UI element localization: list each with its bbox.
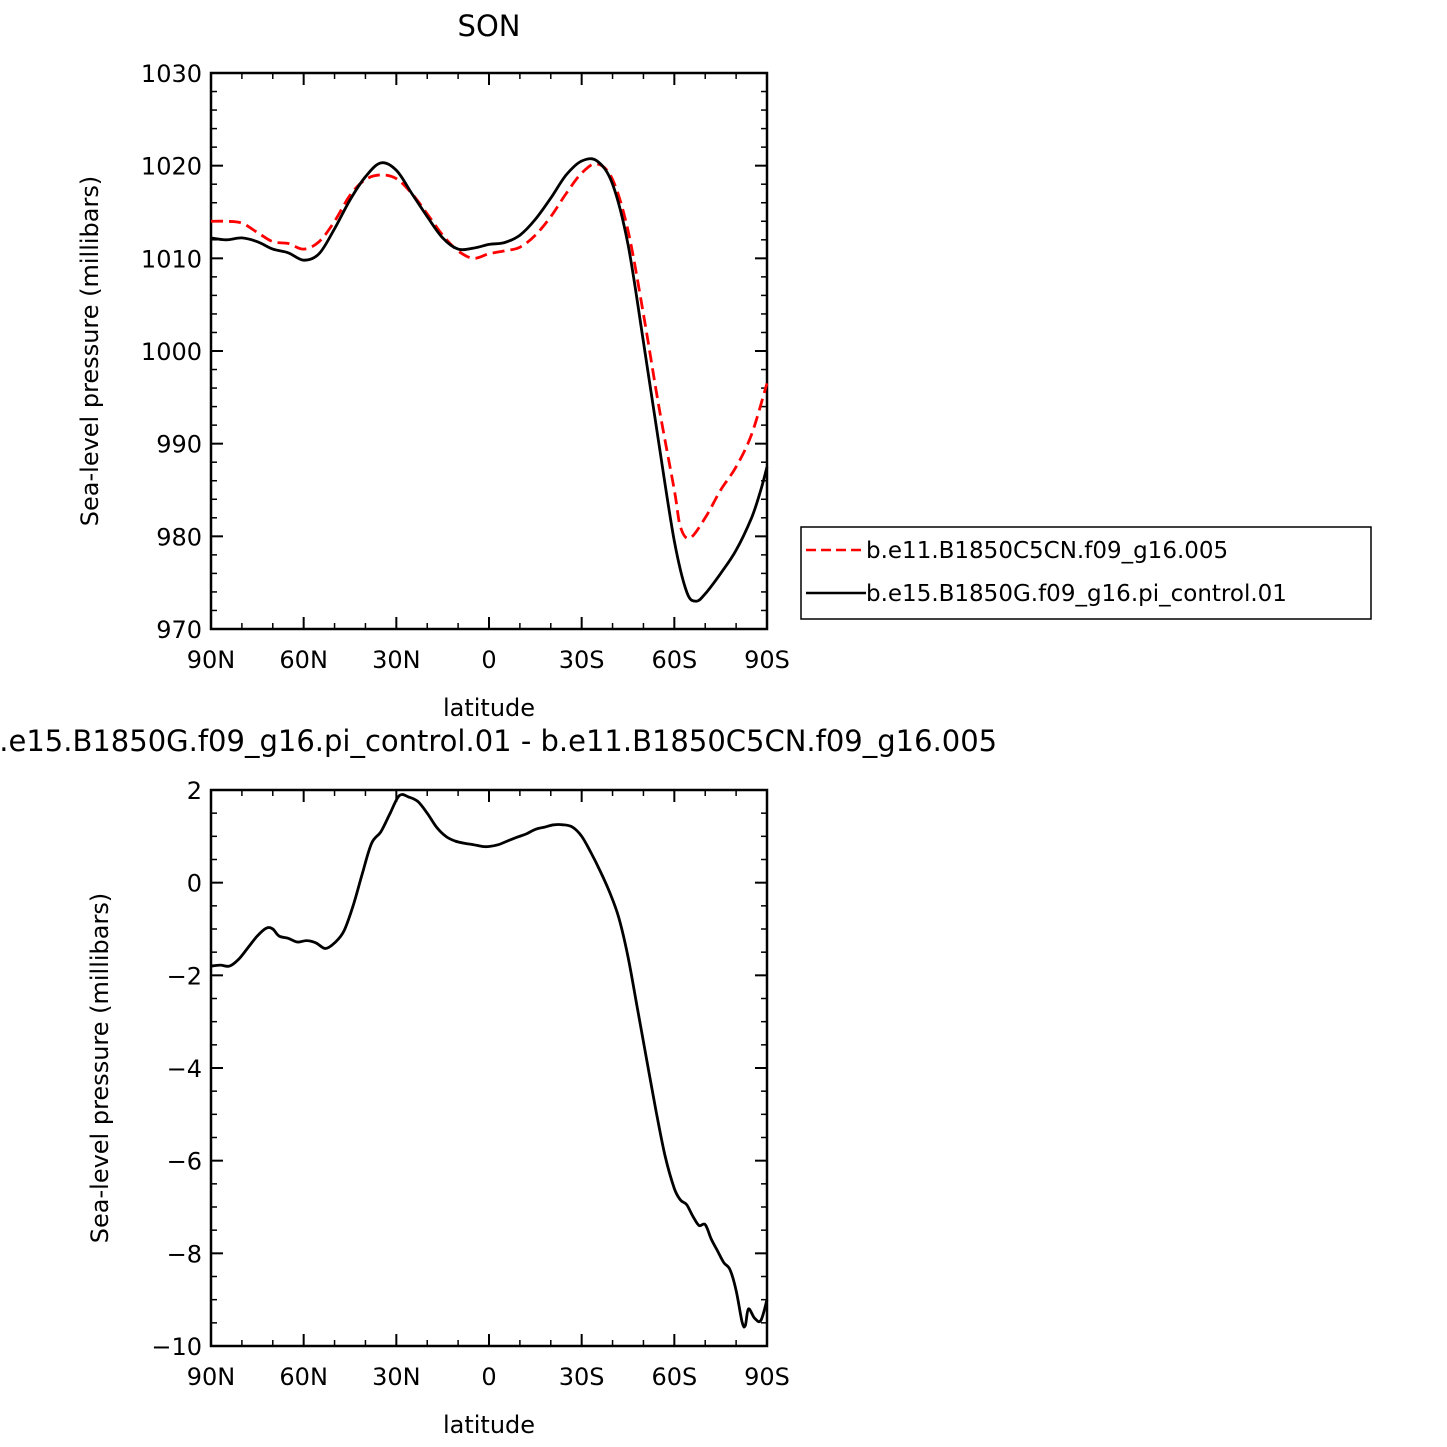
y-tick-label: 1010 xyxy=(141,245,202,273)
legend: b.e11.B1850C5CN.f09_g16.005 b.e15.B1850G… xyxy=(800,526,1372,620)
plot-frame xyxy=(209,71,769,631)
x-tick-label: 60S xyxy=(651,1363,697,1391)
series-line-1 xyxy=(210,162,769,540)
y-tick-label: 2 xyxy=(187,777,202,805)
x-tick-label: 30S xyxy=(559,646,605,674)
y-tick-label: −4 xyxy=(167,1055,202,1083)
x-tick-label: 0 xyxy=(481,646,496,674)
y-axis-title: Sea-level pressure (millibars) xyxy=(86,893,114,1243)
series-line-1 xyxy=(210,793,769,1329)
x-ticks: 90N 60N 30N 0 30S 60S 90S xyxy=(187,790,790,1391)
y-ticks: −10 −8 −6 −4 −2 0 2 xyxy=(151,777,767,1361)
y-tick-label: 1020 xyxy=(141,153,202,181)
x-tick-label: 0 xyxy=(481,1363,496,1391)
chart-title: SON xyxy=(458,9,521,43)
legend-box xyxy=(800,526,1372,620)
x-tick-label: 60N xyxy=(279,646,328,674)
y-ticks: 970 980 990 1000 1010 1020 1030 xyxy=(141,60,767,644)
series-group xyxy=(210,793,769,1329)
y-tick-label: 0 xyxy=(187,870,202,898)
x-axis-title: latitude xyxy=(443,694,535,722)
y-tick-label: 970 xyxy=(156,616,202,644)
y-tick-label: −8 xyxy=(167,1240,202,1268)
legend-entry-2: b.e15.B1850G.f09_g16.pi_control.01 xyxy=(866,581,1287,607)
x-ticks: 90N 60N 30N 0 30S 60S 90S xyxy=(187,73,790,674)
chart-title: b.e15.B1850G.f09_g16.pi_control.01 - b.e… xyxy=(0,724,997,758)
x-tick-label: 30N xyxy=(372,1363,421,1391)
series-line-2 xyxy=(210,157,769,603)
x-tick-label: 90N xyxy=(187,646,236,674)
x-tick-label: 60S xyxy=(651,646,697,674)
plot-frame xyxy=(209,788,769,1348)
y-tick-label: 990 xyxy=(156,431,202,459)
y-tick-label: 980 xyxy=(156,523,202,551)
x-tick-label: 30N xyxy=(372,646,421,674)
x-tick-label: 60N xyxy=(279,1363,328,1391)
y-tick-label: 1000 xyxy=(141,338,202,366)
x-tick-label: 90S xyxy=(744,646,790,674)
y-tick-label: −10 xyxy=(151,1333,202,1361)
x-axis-title: latitude xyxy=(443,1411,535,1439)
chart-difference: b.e15.B1850G.f09_g16.pi_control.01 - b.e… xyxy=(0,724,997,1439)
x-tick-label: 90S xyxy=(744,1363,790,1391)
series-group xyxy=(210,157,769,603)
y-tick-label: 1030 xyxy=(141,60,202,88)
chart-son: SON 90N 60N 30N 0 30S 60S 90S 970 980 990 1000 101… xyxy=(76,9,1372,722)
legend-entry-1: b.e11.B1850C5CN.f09_g16.005 xyxy=(866,538,1228,564)
x-tick-label: 90N xyxy=(187,1363,236,1391)
y-tick-label: −2 xyxy=(167,962,202,990)
x-tick-label: 30S xyxy=(559,1363,605,1391)
y-tick-label: −6 xyxy=(167,1148,202,1176)
y-axis-title: Sea-level pressure (millibars) xyxy=(76,176,104,526)
